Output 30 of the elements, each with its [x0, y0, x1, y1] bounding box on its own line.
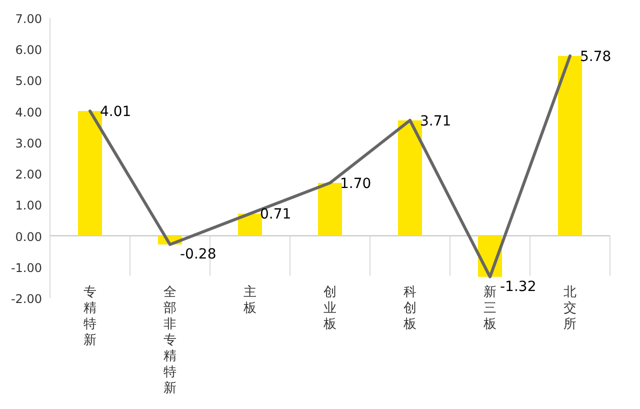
bar [238, 214, 262, 236]
x-tick-label: 创业板 [322, 285, 336, 332]
bar [558, 56, 582, 236]
bar [318, 182, 342, 236]
y-tick-label: -2.00 [10, 292, 42, 306]
x-tick-label: 北交所 [564, 285, 576, 332]
y-tick-label: 3.00 [15, 136, 42, 150]
line-series [88, 54, 572, 278]
y-tick-label: 7.00 [15, 12, 42, 26]
x-tick-label: 专精特新 [84, 285, 96, 348]
y-tick-label: -1.00 [10, 260, 42, 275]
y-tick-label: 5.00 [15, 74, 42, 88]
y-tick-label: 2.00 [15, 168, 42, 182]
data-label: -1.32 [500, 278, 536, 295]
x-tick-label: 科创板 [402, 285, 416, 332]
bar [78, 111, 102, 236]
y-tick-label: 6.00 [15, 43, 42, 58]
data-label: 4.01 [100, 104, 132, 120]
x-tick-label: 主板 [242, 284, 256, 316]
x-tick-label: 全部非专精特新 [164, 285, 176, 396]
x-tick-label: 新三板 [482, 285, 496, 332]
y-tick-label: 4.00 [15, 105, 42, 120]
y-tick-label: 1.00 [15, 198, 42, 213]
data-label: 3.71 [420, 113, 452, 130]
data-label: 1.70 [340, 176, 372, 192]
data-label: 0.71 [260, 206, 292, 223]
bar [398, 120, 422, 236]
y-tick-label: 0.00 [15, 230, 42, 244]
data-label: 5.78 [580, 48, 612, 65]
data-label: -0.28 [180, 246, 216, 262]
